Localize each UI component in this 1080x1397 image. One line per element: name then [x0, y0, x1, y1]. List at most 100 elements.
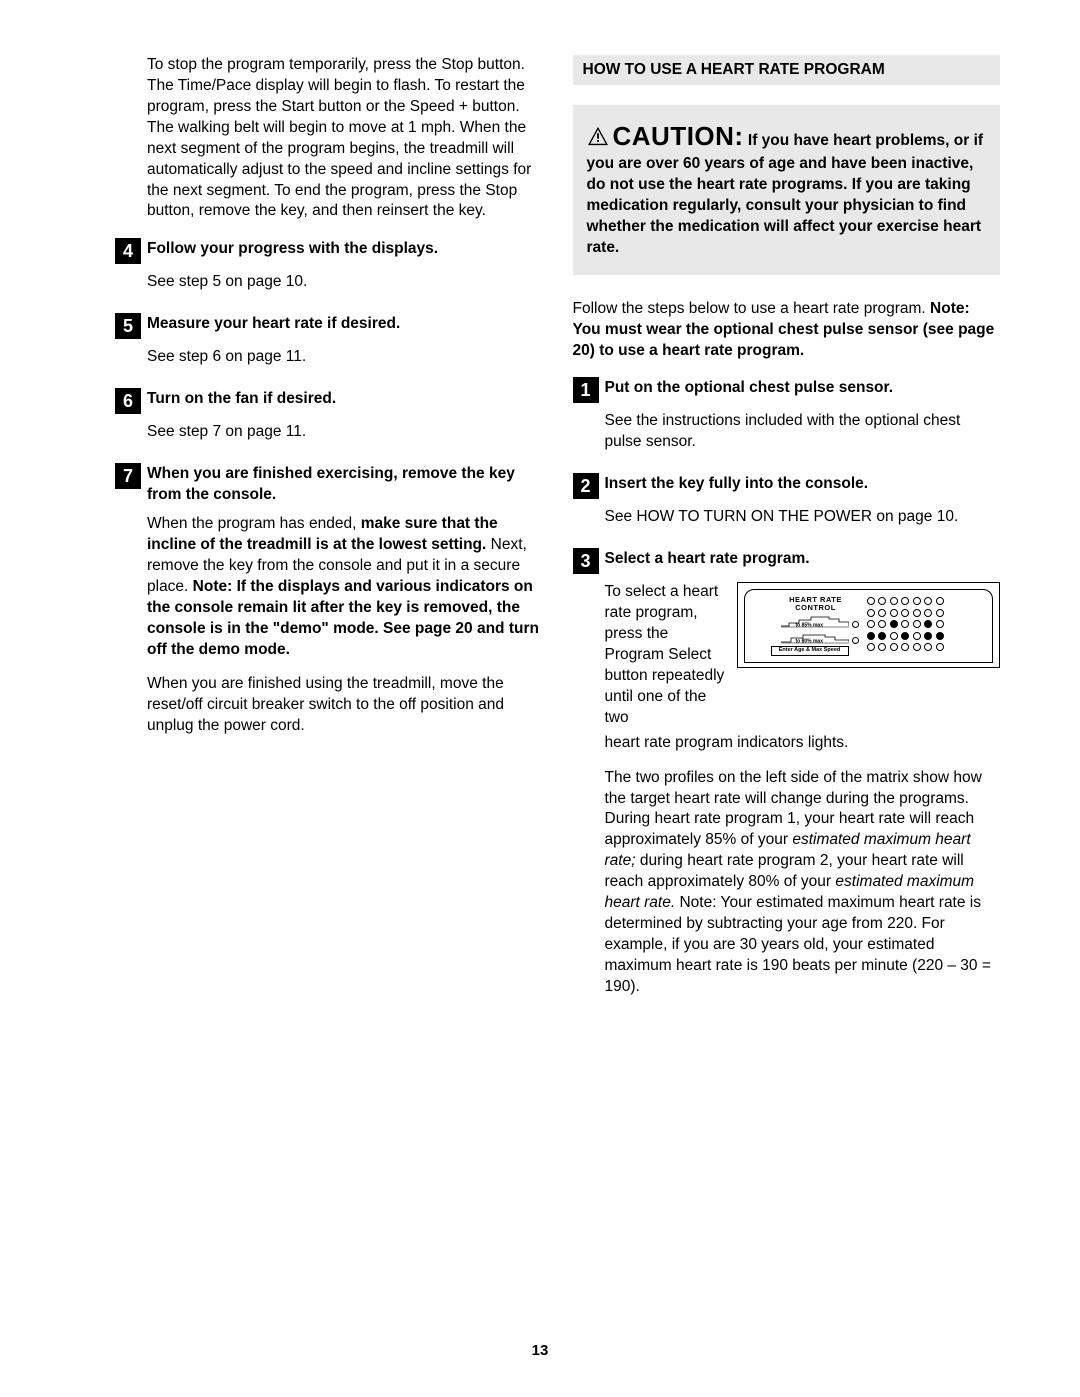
step-4-body: See step 5 on page 10.: [147, 272, 543, 293]
right-column: HOW TO USE A HEART RATE PROGRAM CAUTION:…: [573, 55, 1001, 1018]
follow-paragraph: Follow the steps below to use a heart ra…: [573, 299, 1001, 362]
matrix-dot: [936, 609, 944, 617]
matrix-dot: [890, 597, 898, 605]
step-3-wrap-text: To select a heart rate program, press th…: [605, 582, 725, 728]
hr-label: HEART RATE CONTROL: [773, 596, 859, 611]
matrix-dot: [890, 620, 898, 628]
section-header: HOW TO USE A HEART RATE PROGRAM: [573, 55, 1001, 85]
step-6: 6 Turn on the fan if desired.: [115, 388, 543, 414]
caution-box: CAUTION: If you have heart problems, or …: [573, 105, 1001, 275]
profile-1-graph: to 85% max: [781, 614, 849, 628]
text: When the program has ended,: [147, 515, 361, 532]
matrix-dot: [913, 597, 921, 605]
matrix-dot: [901, 597, 909, 605]
matrix-dot: [878, 597, 886, 605]
step-3: 3 Select a heart rate program.: [573, 548, 1001, 574]
step-6-body: See step 7 on page 11.: [147, 422, 543, 443]
matrix-dot: [867, 597, 875, 605]
svg-text:to 85% max: to 85% max: [795, 623, 823, 629]
matrix-dot: [878, 620, 886, 628]
step-number: 2: [573, 473, 599, 499]
step-1: 1 Put on the optional chest pulse sensor…: [573, 377, 1001, 403]
step-number: 1: [573, 377, 599, 403]
enter-age-label: Enter Age & Max Speed: [771, 646, 849, 655]
step-number: 3: [573, 548, 599, 574]
dot-row: [867, 609, 985, 617]
matrix-dot: [936, 643, 944, 651]
matrix-dot: [924, 632, 932, 640]
step-number: 7: [115, 463, 141, 489]
dot-row: [867, 597, 985, 605]
matrix-dot: [901, 632, 909, 640]
step-2-body: See HOW TO TURN ON THE POWER on page 10.: [605, 507, 1001, 528]
matrix-dot: [867, 609, 875, 617]
matrix-dot: [901, 609, 909, 617]
profile-1-row: to 85% max: [753, 614, 859, 628]
matrix-left-panel: HEART RATE CONTROL to 85% max: [753, 596, 859, 655]
step-number: 6: [115, 388, 141, 414]
indicator-dot: [852, 621, 859, 628]
matrix-dot: [867, 632, 875, 640]
matrix-dot: [878, 609, 886, 617]
svg-text:to 80% max: to 80% max: [795, 639, 823, 645]
profile-2-row: to 80% max: [753, 630, 859, 644]
matrix-dot: [913, 609, 921, 617]
step-5-body: See step 6 on page 11.: [147, 347, 543, 368]
step-3-after: heart rate program indicators lights.: [605, 733, 1001, 754]
step-7-p2: When you are finished using the treadmil…: [147, 674, 543, 737]
page-number: 13: [0, 1342, 1080, 1359]
step-title: Turn on the fan if desired.: [147, 388, 336, 410]
dot-row: [867, 643, 985, 651]
profile-2-graph: to 80% max: [781, 630, 849, 644]
matrix-dot: [936, 632, 944, 640]
matrix-dot: [867, 620, 875, 628]
matrix-dot: [878, 643, 886, 651]
step-7-body: When the program has ended, make sure th…: [147, 514, 543, 737]
step-1-body: See the instructions included with the o…: [605, 411, 1001, 453]
matrix-inner: HEART RATE CONTROL to 85% max: [744, 589, 994, 662]
text: CONTROL: [795, 603, 836, 612]
matrix-dot: [924, 597, 932, 605]
page-content: To stop the program temporarily, press t…: [0, 0, 1080, 1018]
matrix-dot: [936, 620, 944, 628]
step-number: 5: [115, 313, 141, 339]
matrix-dot: [924, 620, 932, 628]
dot-row: [867, 632, 985, 640]
matrix-dot: [890, 609, 898, 617]
step-3-body: To select a heart rate program, press th…: [605, 582, 1001, 998]
step-7: 7 When you are finished exercising, remo…: [115, 463, 543, 506]
matrix-dot: [936, 597, 944, 605]
intro-paragraph: To stop the program temporarily, press t…: [147, 55, 543, 222]
step-title: Measure your heart rate if desired.: [147, 313, 400, 335]
matrix-dot: [890, 632, 898, 640]
matrix-dot: [867, 643, 875, 651]
text: Follow the steps below to use a heart ra…: [573, 300, 931, 317]
step-title: Put on the optional chest pulse sensor.: [605, 377, 894, 399]
step-title: Select a heart rate program.: [605, 548, 810, 570]
step-number: 4: [115, 238, 141, 264]
matrix-dot: [913, 643, 921, 651]
matrix-dot: [913, 632, 921, 640]
step-3-p2: The two profiles on the left side of the…: [605, 768, 1001, 998]
matrix-dot-grid: [867, 596, 985, 651]
matrix-dot: [878, 632, 886, 640]
matrix-figure: HEART RATE CONTROL to 85% max: [737, 582, 1001, 667]
matrix-dot: [913, 620, 921, 628]
step-5: 5 Measure your heart rate if desired.: [115, 313, 543, 339]
step-3-wrap: To select a heart rate program, press th…: [605, 582, 1001, 728]
matrix-dot: [924, 609, 932, 617]
step-2: 2 Insert the key fully into the console.: [573, 473, 1001, 499]
step-title: Insert the key fully into the console.: [605, 473, 869, 495]
step-title: When you are finished exercising, remove…: [147, 463, 543, 506]
dot-row: [867, 620, 985, 628]
matrix-dot: [890, 643, 898, 651]
step-title: Follow your progress with the displays.: [147, 238, 438, 260]
matrix-dot: [901, 620, 909, 628]
matrix-dot: [924, 643, 932, 651]
caution-word: CAUTION:: [613, 121, 744, 151]
matrix-dot: [901, 643, 909, 651]
step-4: 4 Follow your progress with the displays…: [115, 238, 543, 264]
text-bold: Note: If the displays and various indica…: [147, 578, 539, 658]
indicator-dot: [852, 637, 859, 644]
step-7-p1: When the program has ended, make sure th…: [147, 514, 543, 660]
